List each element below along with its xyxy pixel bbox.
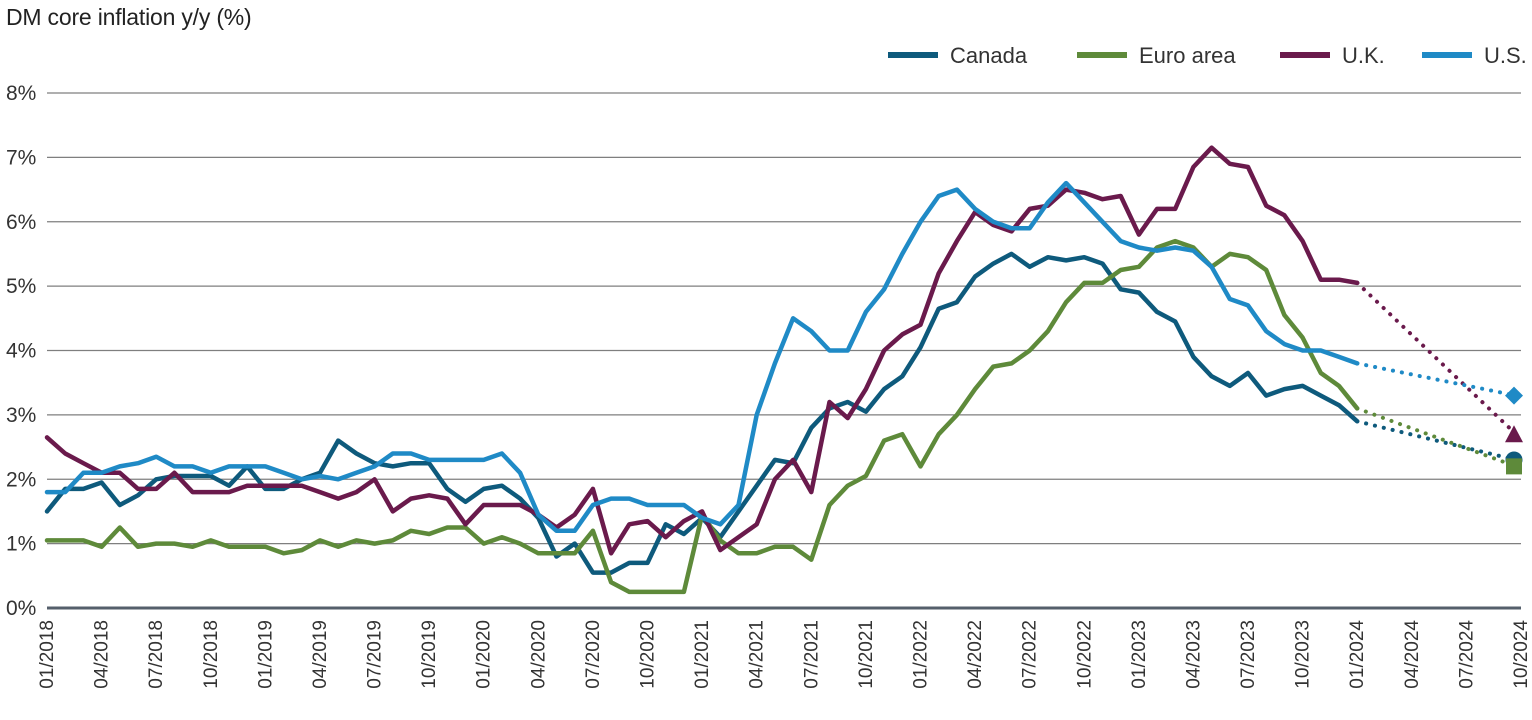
legend-label: Euro area <box>1139 43 1236 68</box>
y-tick-label: 7% <box>6 146 36 169</box>
x-tick-label: 10/2019 <box>419 620 440 689</box>
y-tick-label: 3% <box>6 404 36 427</box>
forecast-line <box>1355 419 1518 462</box>
forecast-marker <box>1505 386 1523 405</box>
legend-label: U.S. <box>1484 43 1527 68</box>
legend-label: U.K. <box>1342 43 1385 68</box>
x-tick-label: 10/2021 <box>856 620 877 689</box>
forecast-markers <box>1505 386 1523 475</box>
series-line <box>44 238 1360 595</box>
x-tick-label: 10/2023 <box>1293 620 1314 689</box>
x-tick-label: 07/2018 <box>146 620 167 689</box>
x-tick-label: 07/2020 <box>583 620 604 689</box>
x-tick-label: 10/2022 <box>1074 620 1095 689</box>
y-tick-label: 2% <box>6 468 36 491</box>
x-tick-label: 01/2022 <box>910 620 931 689</box>
x-axis-ticks: 01/2018 04/2018 07/2018 10/2018 01/2019 04/20… <box>37 620 1532 689</box>
y-tick-label: 6% <box>6 211 36 234</box>
x-tick-label: 04/2023 <box>1183 620 1204 689</box>
legend-label: Canada <box>950 43 1028 68</box>
x-tick-label: 04/2024 <box>1402 620 1423 689</box>
forecast-line <box>1355 280 1518 437</box>
x-tick-label: 10/2020 <box>638 620 659 689</box>
x-tick-label: 07/2021 <box>801 620 822 689</box>
forecast-marker <box>1506 458 1522 475</box>
legend: Canada Euro area U.K. U.S. <box>888 43 1527 68</box>
x-tick-label: 07/2022 <box>1020 620 1041 689</box>
y-tick-label: 1% <box>6 533 36 556</box>
x-tick-label: 01/2019 <box>255 620 276 689</box>
x-tick-label: 04/2021 <box>747 620 768 689</box>
series-line <box>44 251 1360 575</box>
x-tick-label: 01/2024 <box>1347 620 1368 689</box>
x-tick-label: 04/2022 <box>965 620 986 689</box>
gridlines <box>47 92 1521 610</box>
y-tick-label: 4% <box>6 340 36 363</box>
x-tick-label: 07/2019 <box>365 620 386 689</box>
forecast-line <box>1355 406 1518 469</box>
x-tick-label: 07/2024 <box>1456 620 1477 689</box>
chart-title: DM core inflation y/y (%) <box>6 4 252 30</box>
x-tick-label: 10/2024 <box>1511 620 1532 689</box>
forecast-marker <box>1505 425 1523 443</box>
x-tick-label: 10/2018 <box>201 620 222 689</box>
x-tick-label: 01/2020 <box>474 620 495 689</box>
x-tick-label: 04/2020 <box>528 620 549 689</box>
series-line <box>44 145 1360 556</box>
series-line <box>44 180 1360 534</box>
y-axis-ticks: 0% 1% 2% 3% 4% 5% 6% 7% 8% <box>6 82 36 620</box>
y-tick-label: 0% <box>6 597 36 620</box>
x-tick-label: 01/2021 <box>692 620 713 689</box>
series-lines <box>44 145 1518 595</box>
forecast-line <box>1355 361 1518 398</box>
x-tick-label: 04/2018 <box>92 620 113 689</box>
x-tick-label: 01/2023 <box>1129 620 1150 689</box>
y-tick-label: 8% <box>6 82 36 105</box>
x-tick-label: 07/2023 <box>1238 620 1259 689</box>
y-tick-label: 5% <box>6 275 36 298</box>
x-tick-label: 04/2019 <box>310 620 331 689</box>
x-tick-label: 01/2018 <box>37 620 58 689</box>
